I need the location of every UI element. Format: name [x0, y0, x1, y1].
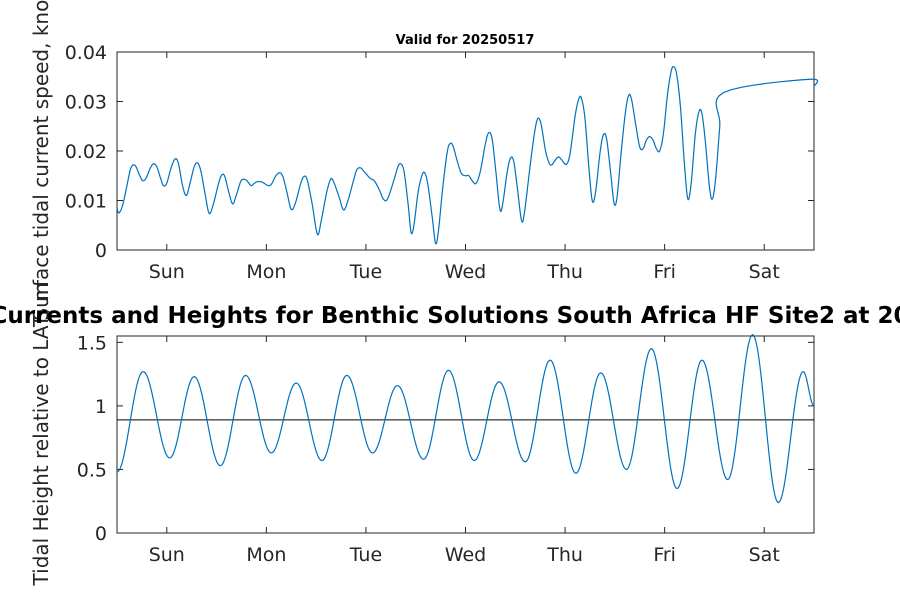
tidal-height-series-line — [116, 334, 815, 504]
current-speed-x-ticks: Sun Mon Tue Wed Thu Fri Sat — [149, 52, 780, 283]
tidal-height-y-tick-label: 0 — [95, 523, 107, 545]
current-speed-x-tick-label: Wed — [445, 261, 486, 283]
tidal-height-y-ticks: 0 0.5 1 1.5 — [77, 332, 814, 545]
tidal-height-x-tick-label: Tue — [349, 544, 382, 566]
current-speed-x-tick-label: Sun — [149, 261, 185, 283]
current-speed-y-tick-label: 0.04 — [65, 42, 107, 64]
current-speed-plot-area — [116, 51, 815, 251]
current-speed-y-axis-label: Surface tidal current speed, knots — [29, 0, 53, 321]
tidal-height-x-tick-label: Thu — [546, 544, 583, 566]
tidal-height-x-tick-label: Fri — [653, 544, 676, 566]
figure-main-title: Currents and Heights for Benthic Solutio… — [0, 303, 900, 329]
tidal-height-x-ticks: Sun Mon Tue Wed Thu Fri Sat — [149, 336, 780, 566]
tidal-height-axes: 0 0.5 1 1.5 Sun Mon Tue Wed Thu Fri Sat Tidal Hei… — [29, 283, 815, 587]
current-speed-chart-title: Valid for 20250517 — [396, 33, 535, 48]
tidal-height-x-tick-label: Wed — [445, 544, 486, 566]
current-speed-x-tick-label: Sat — [749, 261, 780, 283]
tidal-height-y-axis-label: Tidal Height relative to LAT, m — [29, 283, 53, 587]
current-speed-x-tick-label: Fri — [653, 261, 676, 283]
tidal-height-x-tick-label: Mon — [246, 544, 286, 566]
current-speed-x-tick-label: Tue — [349, 261, 382, 283]
tidal-height-y-tick-label: 0.5 — [77, 459, 107, 481]
current-speed-axes: 00.010.020.030.04 Sun Mon Tue Wed Thu Fri Sat … — [29, 0, 819, 321]
current-speed-x-tick-label: Thu — [546, 261, 583, 283]
current-speed-y-tick-label: 0 — [95, 240, 107, 262]
tidal-height-y-tick-label: 1.5 — [77, 332, 107, 354]
current-speed-y-tick-label: 0.02 — [65, 141, 107, 163]
tidal-height-x-tick-label: Sun — [149, 544, 185, 566]
current-speed-y-tick-label: 0.01 — [65, 191, 107, 213]
current-speed-y-tick-label: 0.03 — [65, 92, 107, 114]
tidal-height-x-tick-label: Sat — [749, 544, 780, 566]
current-speed-x-tick-label: Mon — [246, 261, 286, 283]
tidal-height-y-tick-label: 1 — [95, 396, 107, 418]
current-speed-series-line — [116, 65, 819, 245]
current-speed-y-ticks: 0 0.01 0.02 0.03 0.04 — [65, 42, 814, 262]
